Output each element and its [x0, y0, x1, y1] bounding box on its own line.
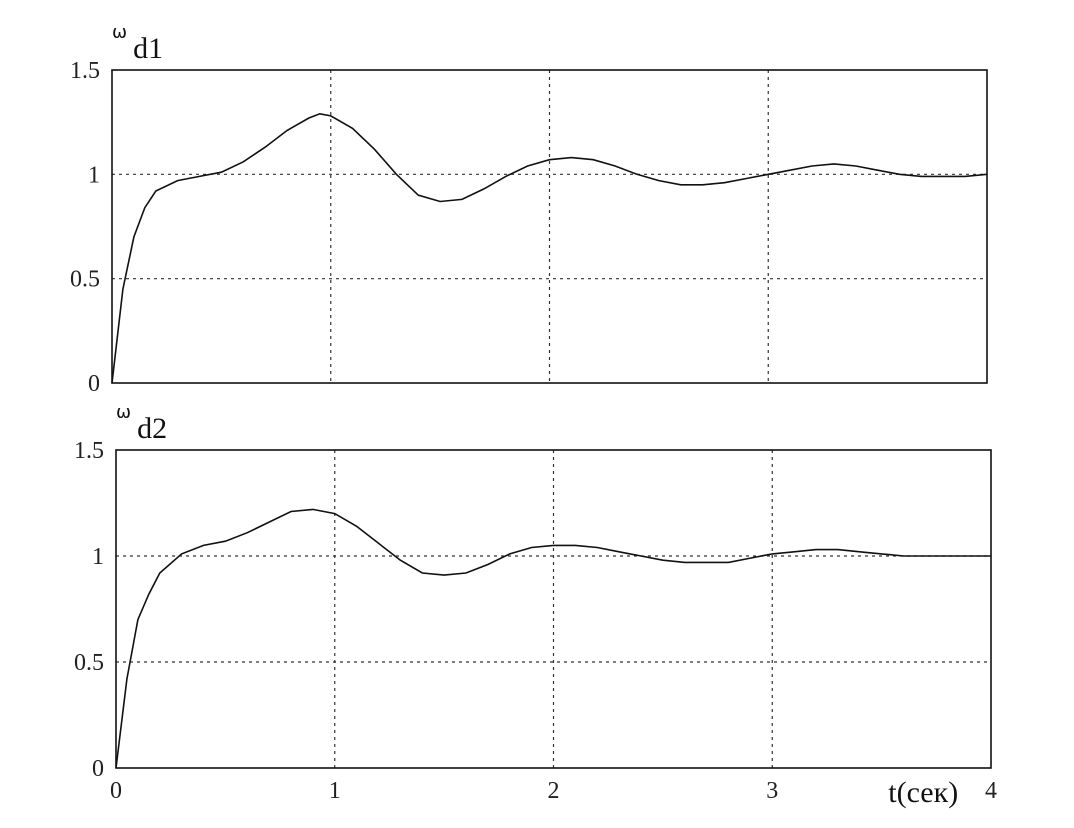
y-tick-label-0-3: 1.5: [70, 58, 100, 84]
axes-frame-1: [115, 449, 992, 769]
plot-panel-d2: 0 0.5 1 1.5 0 1 2 3 4 ω d2 t(сек): [74, 402, 997, 809]
y-tick-label-1-0: 0: [92, 756, 104, 782]
axes-frame-0: [111, 69, 988, 384]
x-tick-label-1-3: 3: [766, 778, 778, 804]
series-line-0-0: [111, 112, 988, 384]
y-axis-label-symbol-1: ω: [116, 402, 131, 423]
y-tick-label-0-1: 0.5: [70, 267, 100, 293]
x-tick-label-1-0: 0: [110, 778, 122, 804]
y-tick-label-1-2: 1: [92, 544, 104, 570]
x-tick-label-1-1: 1: [329, 778, 341, 804]
x-tick-label-1-2: 2: [548, 778, 560, 804]
y-axis-label-subscript-0: d1: [133, 32, 163, 65]
y-axis-label-0: ω d1: [112, 22, 163, 65]
x-axis-label: t(сек): [888, 776, 958, 809]
plot-panel-d1: 0 0.5 1 1.5 ω d1: [70, 22, 988, 397]
y-tick-label-0-2: 1: [88, 162, 100, 188]
series-line-1-0: [115, 508, 991, 769]
y-tick-label-1-1: 0.5: [74, 650, 104, 676]
y-axis-label-1: ω d2: [116, 402, 167, 445]
y-axis-label-symbol-0: ω: [112, 22, 127, 43]
y-axis-label-subscript-1: d2: [137, 412, 167, 445]
x-tick-label-1-4: 4: [985, 778, 997, 804]
y-tick-label-0-0: 0: [88, 371, 100, 397]
y-tick-label-1-3: 1.5: [74, 438, 104, 464]
